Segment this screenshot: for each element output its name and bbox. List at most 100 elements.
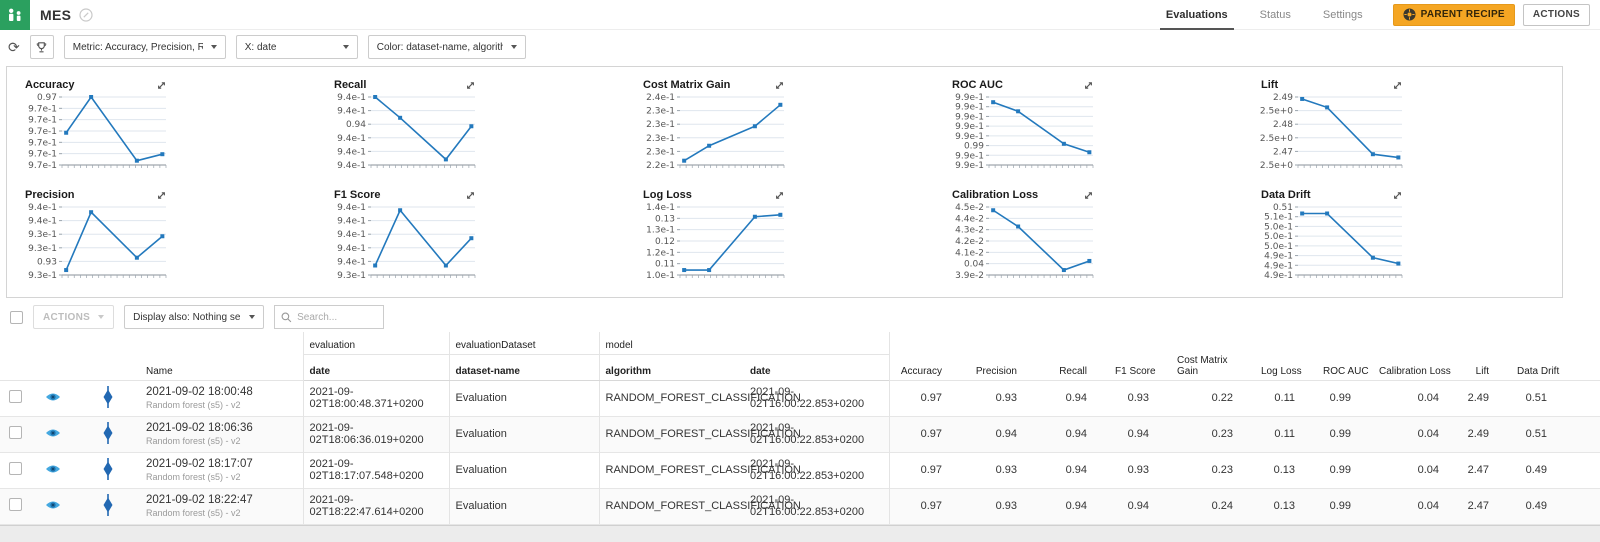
evaluation-date-cell: 2021-09-02T18:00:48.371+0200 <box>302 379 449 416</box>
expand-chart-icon[interactable] <box>774 190 785 201</box>
evaluation-date-cell: 2021-09-02T18:22:47.614+0200 <box>302 487 449 525</box>
svg-text:0.12: 0.12 <box>655 237 675 247</box>
chart-f1-score: F1 Score 9.4e-1 9.4e-1 9.4e-1 9.4e-1 9.4e-1 9… <box>326 183 635 293</box>
mini-line-chart: 9.4e-1 9.4e-1 9.4e-1 9.4e-1 9.4e-1 9.3e-1 <box>337 203 476 281</box>
mini-line-chart: 9.4e-1 9.4e-1 0.94 9.4e-1 9.4e-1 9.4e-1 <box>337 93 476 171</box>
svg-text:9.3e-1: 9.3e-1 <box>337 271 366 281</box>
select-all-checkbox[interactable] <box>10 310 23 324</box>
preview-eye-icon[interactable] <box>45 464 61 474</box>
expand-chart-icon[interactable] <box>774 80 785 91</box>
cost-matrix-gain-cell: 0.22 <box>1171 379 1255 416</box>
saved-model-icon[interactable] <box>102 421 114 445</box>
evaluation-name[interactable]: 2021-09-02 18:22:47 <box>146 494 253 506</box>
svg-text:0.93: 0.93 <box>37 257 57 267</box>
svg-text:9.4e-1: 9.4e-1 <box>337 217 366 227</box>
mini-line-chart: 2.4e-1 2.3e-1 2.3e-1 2.3e-1 2.3e-1 2.2e-1 <box>646 93 785 171</box>
expand-chart-icon[interactable] <box>465 80 476 91</box>
evaluations-table: Name evaluation evaluationDataset model … <box>0 332 1600 525</box>
expand-chart-icon[interactable] <box>465 190 476 201</box>
x-axis-dropdown[interactable]: X: date <box>235 35 358 59</box>
accuracy-cell: 0.97 <box>888 379 964 416</box>
expand-chart-icon[interactable] <box>156 80 167 91</box>
expand-chart-icon[interactable] <box>156 190 167 201</box>
calibration-loss-cell: 0.04 <box>1373 487 1461 525</box>
svg-text:9.7e-1: 9.7e-1 <box>28 127 57 137</box>
svg-text:2.49: 2.49 <box>1273 93 1293 103</box>
mini-line-chart: 9.4e-1 9.4e-1 9.3e-1 9.3e-1 0.93 9.3e-1 <box>28 203 167 281</box>
model-date-cell: 2021-09-02T16:00:22.853+0200 <box>744 487 889 525</box>
f1-score-cell: 0.94 <box>1109 415 1171 452</box>
refresh-icon[interactable]: ⟳ <box>8 39 20 55</box>
chevron-down-icon <box>210 45 217 49</box>
model-version-label: Random forest (s5) - v2 <box>146 400 241 410</box>
svg-text:4.5e-2: 4.5e-2 <box>955 203 984 213</box>
search-icon <box>281 312 292 322</box>
evaluation-name[interactable]: 2021-09-02 18:00:48 <box>146 386 253 398</box>
svg-text:9.7e-1: 9.7e-1 <box>28 161 57 171</box>
row-checkbox[interactable] <box>8 498 22 511</box>
svg-text:9.4e-1: 9.4e-1 <box>337 230 366 240</box>
expand-chart-icon[interactable] <box>1083 190 1094 201</box>
column-header-cost-matrix-gain: Cost Matrix Gain <box>1171 332 1255 381</box>
x-axis-dropdown-value: X: date <box>244 41 277 53</box>
roc-auc-cell: 0.99 <box>1317 451 1373 488</box>
evaluation-name[interactable]: 2021-09-02 18:06:36 <box>146 422 253 434</box>
page-title: MES <box>40 6 72 23</box>
actions-dropdown-label: ACTIONS <box>43 311 91 323</box>
row-checkbox[interactable] <box>8 462 22 475</box>
metric-trophy-button[interactable] <box>29 35 54 59</box>
svg-text:2.48: 2.48 <box>1273 120 1293 130</box>
row-checkbox[interactable] <box>8 390 22 403</box>
mes-store-logo[interactable] <box>0 0 30 30</box>
column-header-dataset-name: dataset-name <box>448 354 599 381</box>
chart-recall: Recall 9.4e-1 9.4e-1 0.94 9.4e-1 9.4e-1 9.4e-… <box>326 73 635 183</box>
mini-line-chart: 0.515.1e-15.0e-15.0e-15.0e-14.9e-14.9e-1… <box>1264 203 1403 281</box>
svg-text:5.0e-1: 5.0e-1 <box>1264 242 1293 252</box>
actions-dropdown-disabled[interactable]: ACTIONS <box>33 305 115 329</box>
column-header-calibration-loss: Calibration Loss <box>1373 332 1461 381</box>
chevron-down-icon <box>98 315 105 319</box>
expand-chart-icon[interactable] <box>1083 80 1094 91</box>
svg-text:4.9e-1: 4.9e-1 <box>1264 252 1293 262</box>
svg-text:4.9e-1: 4.9e-1 <box>1264 261 1293 271</box>
display-also-dropdown[interactable]: Display also: Nothing selected <box>124 305 265 329</box>
row-checkbox[interactable] <box>8 426 22 439</box>
color-dropdown-value: Color: dataset-name, algorithm, <box>376 41 503 53</box>
parent-recipe-button[interactable]: PARENT RECIPE <box>1392 3 1515 26</box>
saved-model-icon[interactable] <box>102 493 114 517</box>
svg-text:4.1e-2: 4.1e-2 <box>955 248 984 258</box>
edit-title-icon[interactable] <box>79 7 93 22</box>
preview-eye-icon[interactable] <box>45 392 61 402</box>
model-version-label: Random forest (s5) - v2 <box>146 472 241 482</box>
color-dropdown[interactable]: Color: dataset-name, algorithm, <box>367 35 526 59</box>
header-tabs: Evaluations Status Settings <box>1150 0 1379 30</box>
svg-text:4.2e-2: 4.2e-2 <box>955 237 984 247</box>
svg-text:9.3e-1: 9.3e-1 <box>28 244 57 254</box>
tab-evaluations[interactable]: Evaluations <box>1150 0 1244 30</box>
saved-model-icon[interactable] <box>102 457 114 481</box>
tab-settings[interactable]: Settings <box>1322 8 1363 21</box>
header-actions-button[interactable]: ACTIONS <box>1522 3 1590 26</box>
search-input[interactable] <box>297 311 378 323</box>
log-loss-cell: 0.11 <box>1255 415 1317 452</box>
model-date-cell: 2021-09-02T16:00:22.853+0200 <box>744 415 889 452</box>
tab-status[interactable]: Status <box>1259 8 1291 21</box>
metric-dropdown[interactable]: Metric: Accuracy, Precision, Reca <box>63 35 226 59</box>
expand-chart-icon[interactable] <box>1392 80 1403 91</box>
column-header-accuracy: Accuracy <box>888 332 964 381</box>
header-actions-label: ACTIONS <box>1532 9 1580 20</box>
svg-text:1.2e-1: 1.2e-1 <box>646 248 675 258</box>
data-drift-cell: 0.49 <box>1511 451 1569 488</box>
svg-text:0.04: 0.04 <box>964 260 984 270</box>
saved-model-icon[interactable] <box>102 385 114 409</box>
recall-cell: 0.94 <box>1039 451 1109 488</box>
preview-eye-icon[interactable] <box>45 428 61 438</box>
metric-dropdown-value: Metric: Accuracy, Precision, Reca <box>72 41 203 53</box>
expand-chart-icon[interactable] <box>1392 190 1403 201</box>
preview-eye-icon[interactable] <box>45 500 61 510</box>
column-header-algorithm: algorithm <box>598 354 744 381</box>
column-header-roc-auc: ROC AUC <box>1317 332 1373 381</box>
column-header-precision: Precision <box>964 332 1039 381</box>
lift-cell: 2.47 <box>1461 487 1511 525</box>
evaluation-name[interactable]: 2021-09-02 18:17:07 <box>146 458 253 470</box>
